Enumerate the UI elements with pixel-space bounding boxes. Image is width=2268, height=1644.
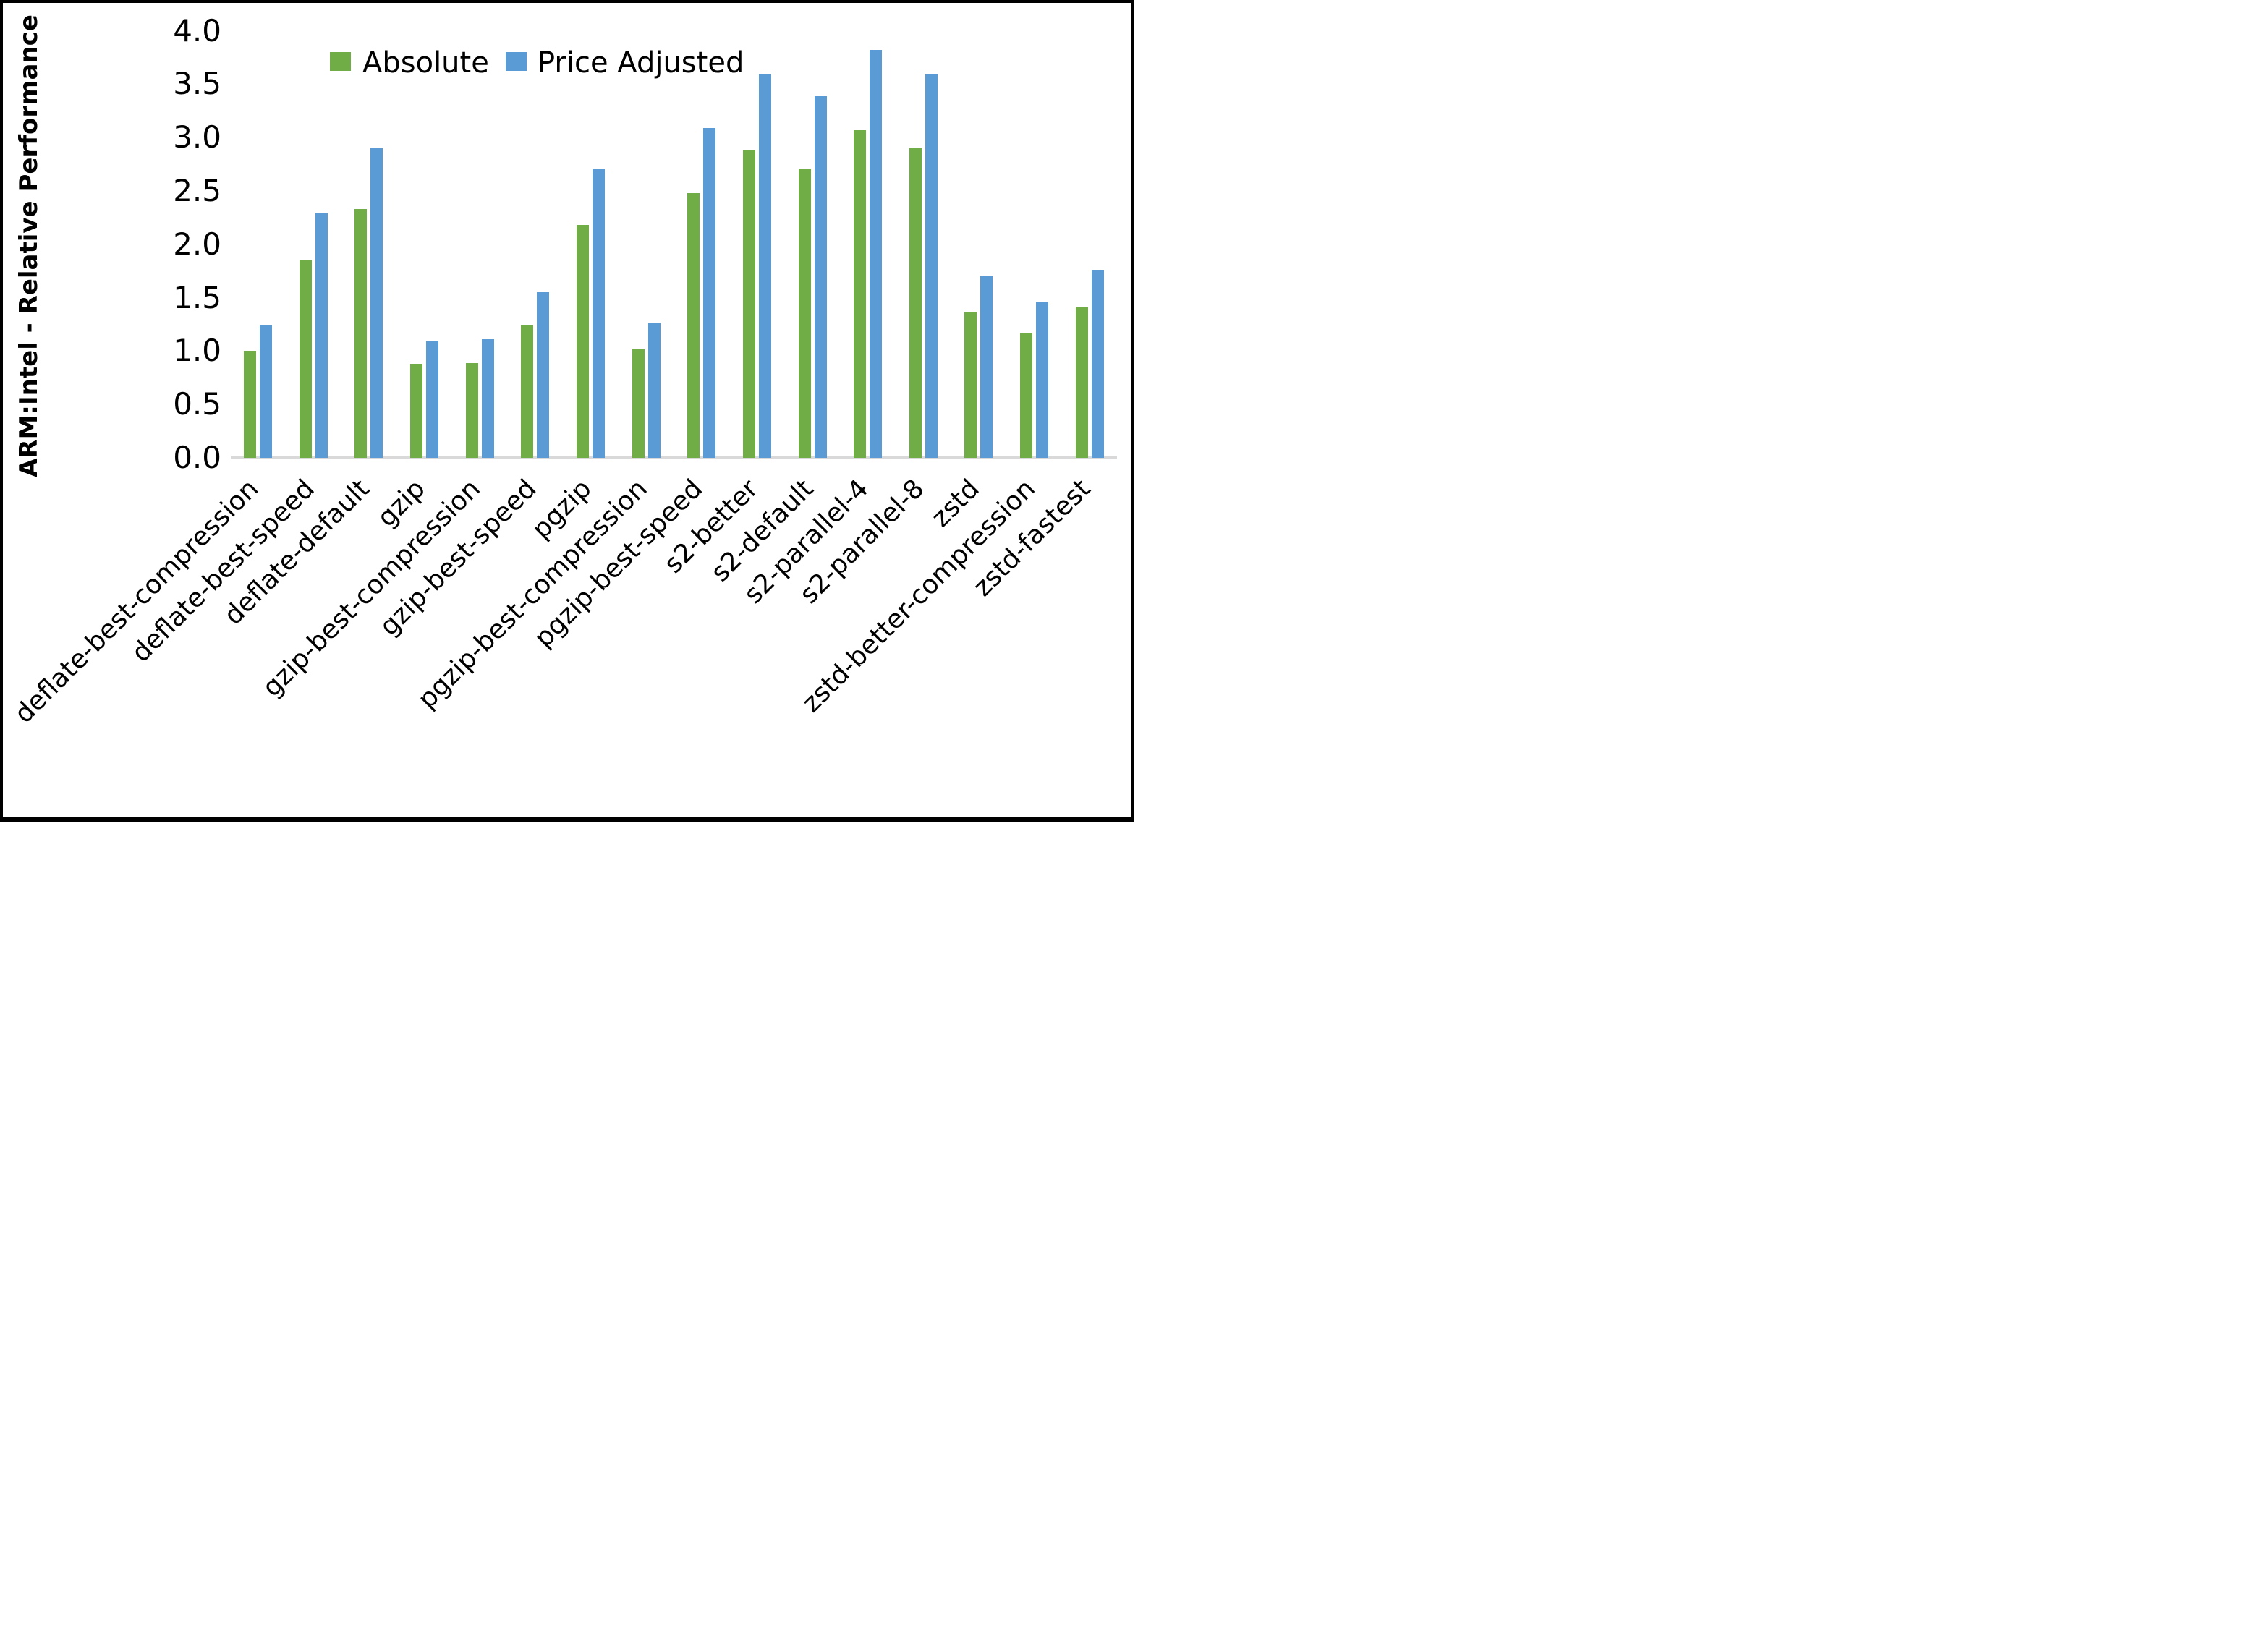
chart-frame: ARM:Intel - Relative Performance 0.0 0.5 1… xyxy=(0,0,1134,822)
bar-absolute xyxy=(909,148,922,458)
y-tick-label: 1.5 xyxy=(173,279,221,315)
bar-absolute xyxy=(632,349,645,458)
bar-chart: ARM:Intel - Relative Performance 0.0 0.5 1… xyxy=(3,3,1131,817)
bar-price-adjusted xyxy=(1036,302,1049,458)
bar-price-adjusted xyxy=(980,275,993,458)
bar-absolute xyxy=(798,169,811,458)
bar-price-adjusted xyxy=(870,50,883,458)
bar-absolute xyxy=(854,129,867,458)
bar-price-adjusted xyxy=(370,148,383,458)
bar-absolute xyxy=(1075,307,1088,458)
y-tick-label: 2.0 xyxy=(173,226,221,262)
bar-absolute xyxy=(409,364,422,458)
bar-absolute xyxy=(465,362,478,458)
y-tick-label: 0.0 xyxy=(173,440,221,475)
bar-absolute xyxy=(964,311,977,458)
bar-absolute xyxy=(687,192,700,458)
bar-price-adjusted xyxy=(1091,270,1104,458)
legend-label-price-adjusted: Price Adjusted xyxy=(538,46,744,80)
bar-absolute xyxy=(576,225,589,458)
bar-absolute xyxy=(244,351,256,458)
y-tick-label: 3.5 xyxy=(173,66,221,102)
y-tick-label: 1.0 xyxy=(173,333,221,369)
legend-swatch-absolute xyxy=(330,52,351,71)
y-tick-label: 2.5 xyxy=(173,173,221,208)
y-tick-label: 3.0 xyxy=(173,119,221,156)
y-tick-label: 0.5 xyxy=(173,386,221,422)
bar-price-adjusted xyxy=(814,95,827,458)
y-tick-label: 4.0 xyxy=(173,12,221,48)
bar-price-adjusted xyxy=(315,212,328,458)
bar-absolute xyxy=(1020,333,1033,458)
legend-label-absolute: Absolute xyxy=(362,46,489,80)
bar-price-adjusted xyxy=(703,127,716,458)
bar-absolute xyxy=(742,150,755,458)
y-axis-title: ARM:Intel - Relative Performance xyxy=(14,14,43,477)
bar-price-adjusted xyxy=(537,292,550,458)
bar-price-adjusted xyxy=(925,74,938,458)
bar-price-adjusted xyxy=(647,322,661,458)
legend-swatch-price-adjusted xyxy=(506,52,527,71)
legend: Absolute Price Adjusted xyxy=(3,46,1131,80)
bar-absolute xyxy=(299,260,312,458)
bar-price-adjusted xyxy=(260,324,272,458)
bar-absolute xyxy=(521,325,534,458)
bar-price-adjusted xyxy=(592,169,605,458)
bar-price-adjusted xyxy=(481,339,494,458)
bar-price-adjusted xyxy=(425,341,438,458)
bar-price-adjusted xyxy=(758,74,771,458)
bar-absolute xyxy=(354,209,368,458)
x-axis-line xyxy=(231,456,1117,459)
